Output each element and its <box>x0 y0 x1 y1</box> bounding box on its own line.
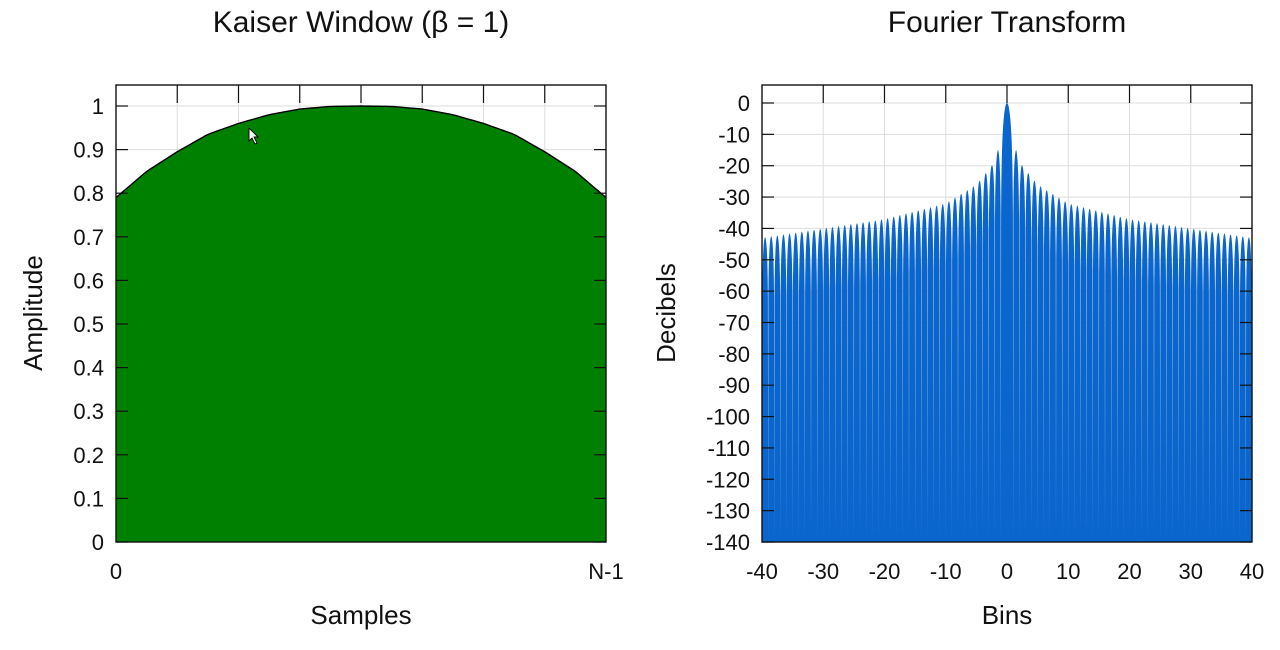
kaiser-x-ticks: 0 N-1 <box>110 85 624 584</box>
fourier-y-tick-label: -130 <box>706 499 750 524</box>
kaiser-y-tick-label: 0.5 <box>73 312 104 337</box>
fourier-y-tick-label: 0 <box>738 91 750 116</box>
kaiser-window-title: Kaiser Window (β = 1) <box>213 6 510 39</box>
fourier-x-tick-label: -20 <box>869 559 901 584</box>
fourier-x-tick-label: -10 <box>930 559 962 584</box>
kaiser-x-axis-label: Samples <box>310 600 411 630</box>
fourier-y-tick-label: -120 <box>706 467 750 492</box>
fourier-y-tick-label: -40 <box>718 216 750 241</box>
fourier-x-axis-label: Bins <box>982 600 1033 630</box>
fourier-transform-chart: Fourier Transform 0 -10 -20 -30 -40 -50 -60 -70… <box>651 6 1264 630</box>
fourier-y-ticks: 0 -10 -20 -30 -40 -50 -60 -70 -80 -90 -100 -110 -120… <box>706 91 1252 555</box>
fourier-y-tick-label: -60 <box>718 279 750 304</box>
fourier-x-tick-label: -30 <box>807 559 839 584</box>
fourier-x-tick-label: 20 <box>1117 559 1141 584</box>
fourier-x-tick-label: 0 <box>1001 559 1013 584</box>
kaiser-y-tick-label: 0.6 <box>73 268 104 293</box>
fourier-x-tick-label: 30 <box>1179 559 1203 584</box>
kaiser-y-tick-label: 0.3 <box>73 399 104 424</box>
fourier-spectrum-area <box>762 103 1252 542</box>
kaiser-y-tick-label: 0.9 <box>73 138 104 163</box>
fourier-y-axis-label: Decibels <box>651 263 681 363</box>
kaiser-y-tick-label: 0.2 <box>73 443 104 468</box>
kaiser-x-tick-label: 0 <box>110 559 122 584</box>
kaiser-window-area <box>116 106 606 542</box>
kaiser-x-tick-label: N-1 <box>588 559 623 584</box>
fourier-x-ticks: -40 -30 -20 -10 0 10 20 30 40 <box>746 85 1264 584</box>
kaiser-y-tick-label: 1 <box>92 94 104 119</box>
fourier-y-tick-label: -20 <box>718 154 750 179</box>
fourier-y-tick-label: -90 <box>718 373 750 398</box>
kaiser-y-axis-label: Amplitude <box>18 255 48 371</box>
kaiser-y-tick-label: 0.1 <box>73 486 104 511</box>
kaiser-y-tick-label: 0.8 <box>73 181 104 206</box>
fourier-y-tick-label: -140 <box>706 530 750 555</box>
fourier-y-tick-label: -80 <box>718 342 750 367</box>
fourier-y-tick-label: -30 <box>718 185 750 210</box>
fourier-x-tick-label: 10 <box>1056 559 1080 584</box>
fourier-x-tick-label: 40 <box>1240 559 1264 584</box>
fourier-x-tick-label: -40 <box>746 559 778 584</box>
fourier-y-tick-label: -110 <box>708 436 750 461</box>
fourier-y-tick-label: -10 <box>718 122 750 147</box>
kaiser-window-line <box>115 105 607 199</box>
kaiser-y-tick-label: 0.7 <box>73 225 104 250</box>
fourier-transform-title: Fourier Transform <box>888 6 1126 39</box>
fourier-y-tick-label: -70 <box>718 311 750 336</box>
fourier-y-tick-label: -50 <box>718 248 750 273</box>
mouse-cursor-icon <box>248 126 260 145</box>
fourier-y-tick-label: -100 <box>706 405 750 430</box>
kaiser-y-tick-label: 0 <box>92 530 104 555</box>
kaiser-y-tick-label: 0.4 <box>73 356 104 381</box>
kaiser-y-ticks: 0 0.1 0.2 0.3 0.4 0.5 0.6 0.7 0.8 0.9 1 <box>73 94 606 555</box>
kaiser-window-chart: Kaiser Window (β = 1) 0 0.1 0.2 0.3 0.4 0.5 0.… <box>18 6 624 630</box>
